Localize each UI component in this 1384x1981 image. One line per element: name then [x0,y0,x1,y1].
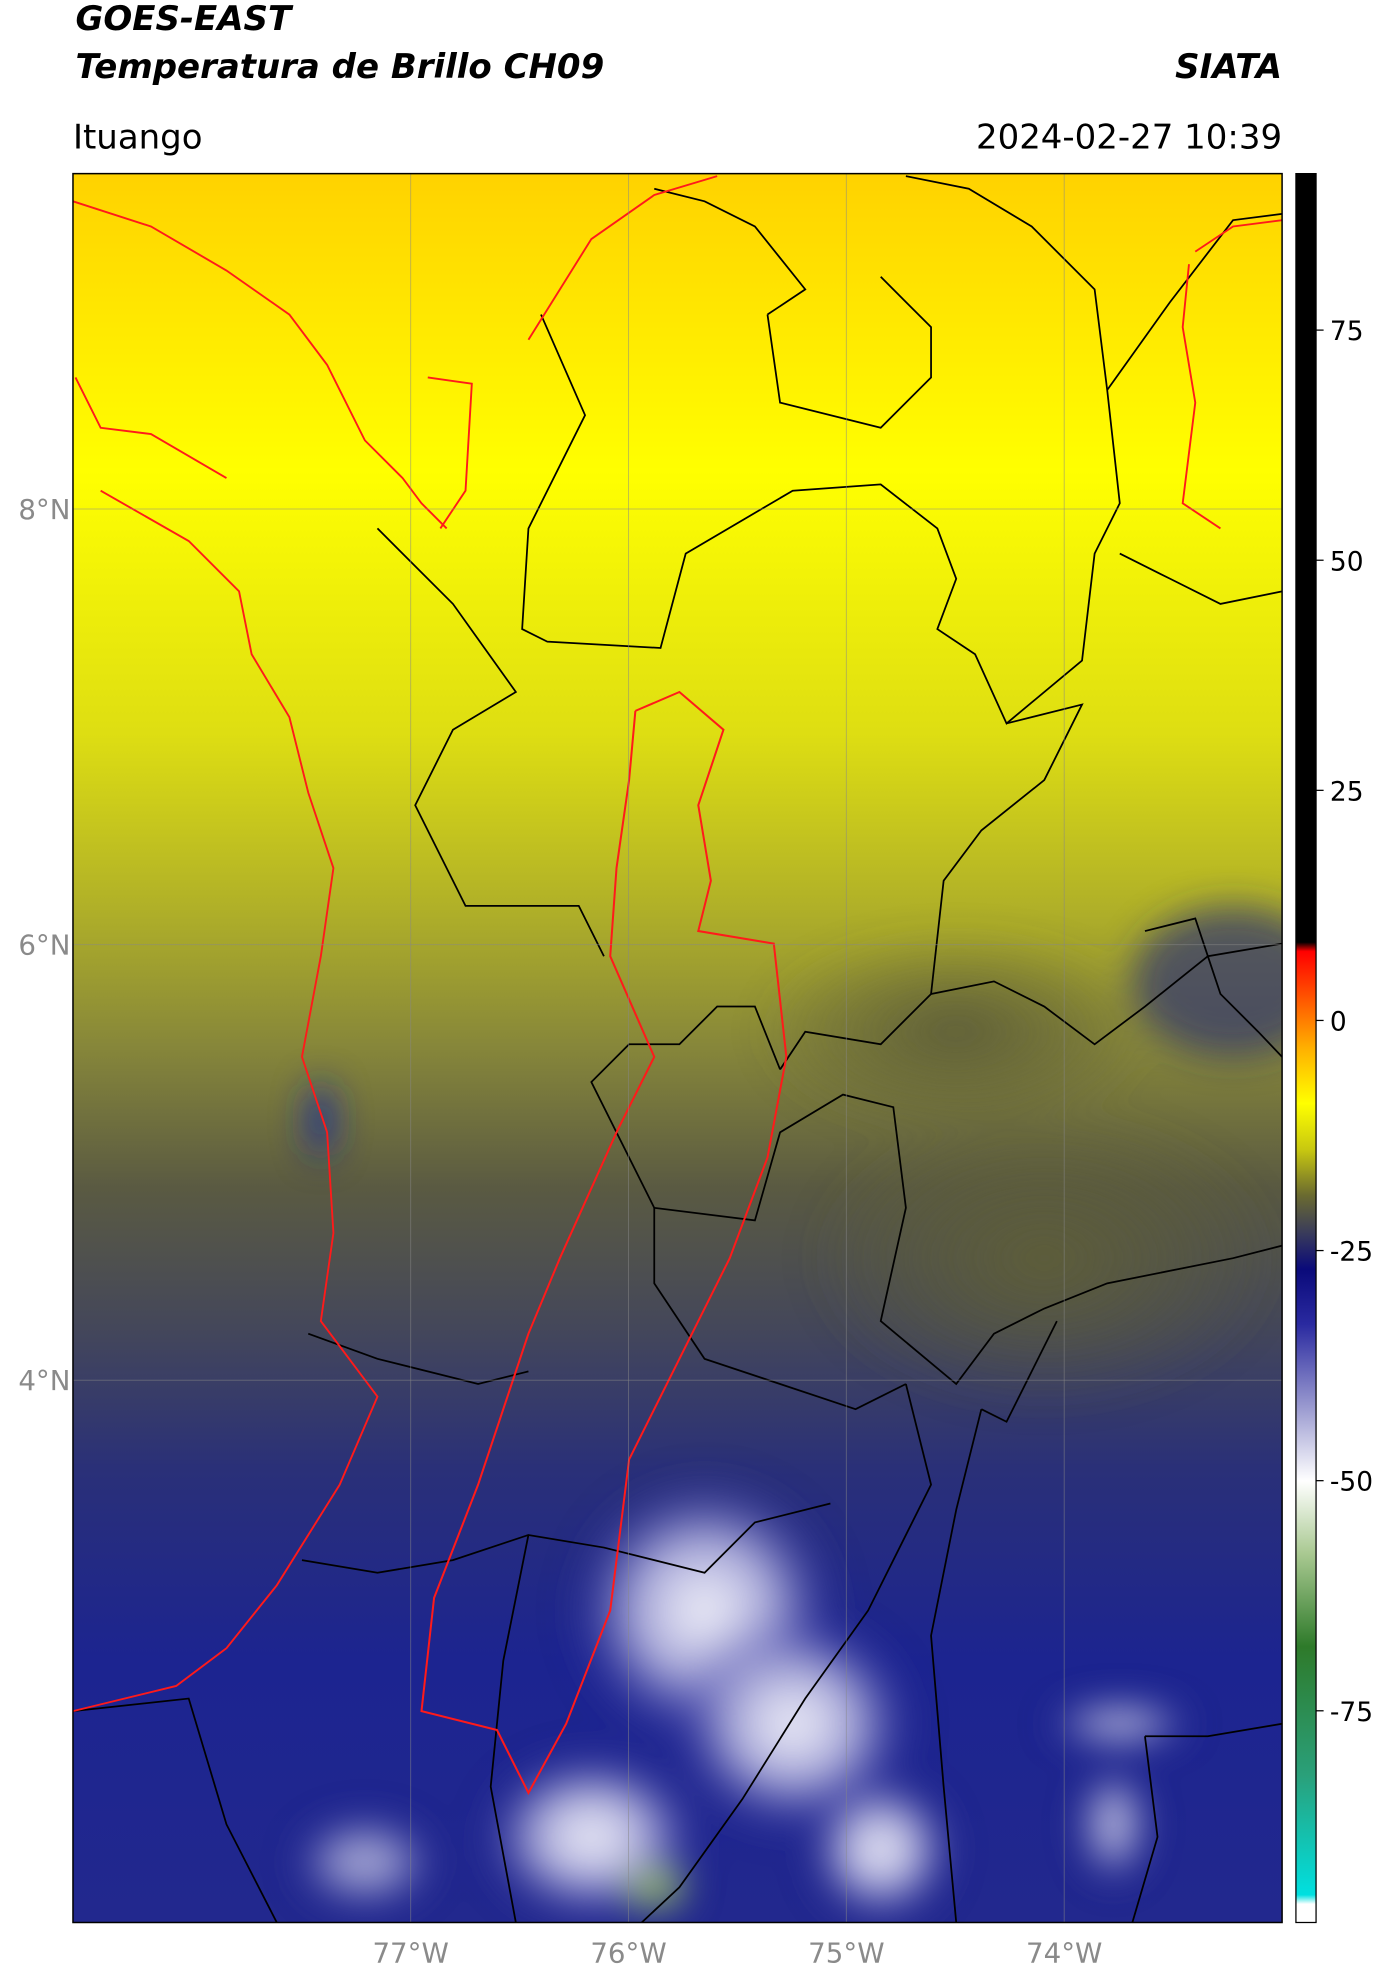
title: GOES-EAST [75,0,293,39]
colorbar-tick-label: 25 [1330,776,1364,807]
map-area [72,173,1283,1923]
y-tick-label: 4°N [18,1364,70,1397]
subtitle: Temperatura de Brillo CH09 [75,47,604,87]
x-tick-label: 76°W [590,1937,666,1970]
colorbar-tick-label: 0 [1330,1007,1347,1038]
graticule [72,173,1283,1923]
source: SIATA [1175,47,1282,87]
y-tick-label: 8°N [18,493,70,526]
colorbar-tick-label: -50 [1330,1467,1373,1498]
location: Ituango [73,117,203,157]
basin-outline [420,690,788,1796]
x-tick-label: 74°W [1026,1937,1102,1970]
colorbar: 75 50 25 0 -25 -50 -75 [1295,172,1373,1924]
y-tick-label: 6°N [18,929,70,962]
colorbar-tick-label: 50 [1330,546,1364,577]
colorbar-tick-label: -25 [1330,1237,1373,1268]
colorbar-tick-label: -75 [1330,1697,1373,1728]
x-tick-label: 75°W [808,1937,884,1970]
admin-boundaries [72,175,1283,1923]
map-frame [72,172,1283,1924]
x-tick-label: 77°W [372,1937,448,1970]
colorbar-scale [1295,172,1317,1924]
coastline [72,175,1283,1713]
datetime: 2024-02-27 10:39 [976,117,1282,157]
colorbar-tick-label: 75 [1330,316,1364,347]
